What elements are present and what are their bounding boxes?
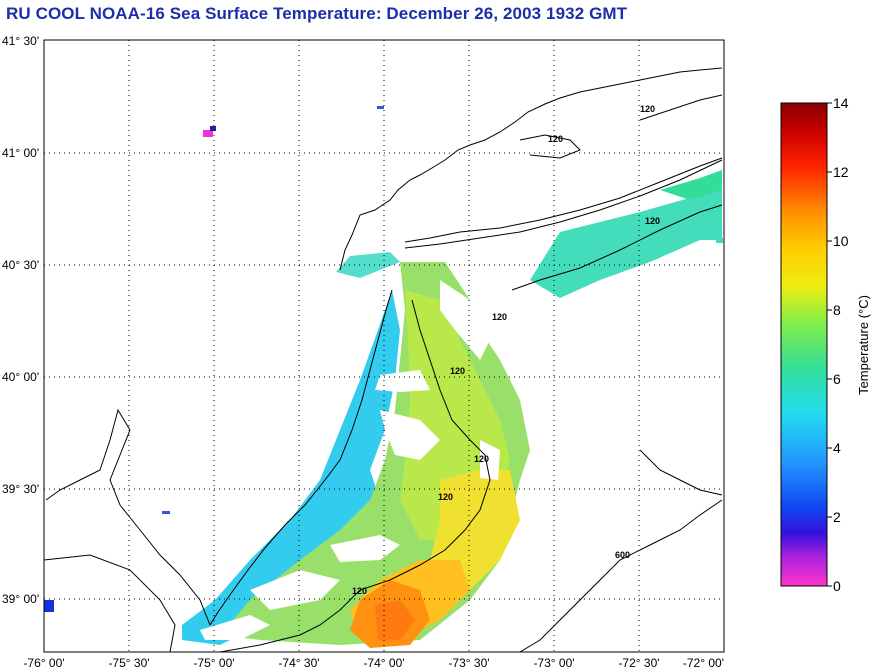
- colorbar: 14 12 10 8 6 4 2 0 Temperature (°C): [780, 95, 871, 594]
- cloud-gap-6: [330, 535, 400, 562]
- coastlines: [44, 67, 723, 652]
- lon-tick-label: -74° 30': [278, 656, 319, 670]
- cloud-gap-7: [480, 440, 500, 480]
- colorbar-tick-label: 6: [833, 371, 841, 387]
- lon-tick-label: -75° 30': [108, 656, 149, 670]
- lat-tick-label: 39° 00': [2, 592, 39, 606]
- contour-label: 120: [352, 586, 367, 596]
- colorbar-tick-label: 10: [833, 233, 849, 249]
- isobath-120-ne: [639, 94, 723, 121]
- contour-label: 600: [615, 550, 630, 560]
- lon-tick-label: -75° 00': [193, 656, 234, 670]
- coastline-nj: [209, 289, 393, 626]
- cloud-gap-1: [440, 280, 490, 360]
- isobath-120: [219, 299, 491, 652]
- coastline-ct: [339, 67, 723, 271]
- colorbar-axis-label: Temperature (°C): [856, 295, 871, 395]
- lat-tick-label: 41° 00': [2, 146, 39, 160]
- isobath-120-li: [511, 204, 723, 291]
- cloud-gap-3: [380, 410, 440, 460]
- contour-label: 120: [640, 104, 655, 114]
- map-frame: [43, 39, 725, 653]
- colorbar-tick-label: 4: [833, 440, 841, 456]
- lat-tick-label: 41° 30': [2, 34, 39, 48]
- sst-pixel-magenta: [203, 130, 213, 137]
- isobath-600: [519, 499, 723, 652]
- graticule: [44, 40, 724, 652]
- sst-pixel-blue4: [44, 600, 54, 612]
- sst-patch-li-shelf: [530, 175, 722, 298]
- sst-pixel-blue1: [210, 126, 216, 131]
- sst-pixel-blue3: [162, 511, 170, 514]
- colorbar-scale: [780, 102, 828, 587]
- coastline-delaware: [45, 408, 211, 626]
- lon-tick-label: -72° 30': [618, 656, 659, 670]
- contour-label: 120: [645, 216, 660, 226]
- sst-patch-core: [375, 600, 415, 640]
- coastline-long-island: [404, 157, 723, 249]
- sst-patch-bight: [336, 252, 400, 278]
- coastline-delmarva: [44, 554, 176, 652]
- lon-tick-label: -73° 00': [533, 656, 574, 670]
- colorbar-tick-label: 0: [833, 578, 841, 594]
- lat-tick-label: 39° 30': [2, 482, 39, 496]
- isobath-600-b: [639, 449, 723, 496]
- map-title: RU COOL NOAA-16 Sea Surface Temperature:…: [6, 4, 628, 23]
- lat-tick-label: 40° 30': [2, 258, 39, 272]
- sst-imagery: [44, 106, 723, 648]
- colorbar-tick-label: 2: [833, 509, 841, 525]
- cloud-gap-2: [375, 370, 430, 392]
- isobath-120-ct: [519, 134, 581, 159]
- colorbar-tick-label: 8: [833, 302, 841, 318]
- lon-tick-label: -74° 00': [363, 656, 404, 670]
- cloud-gap-4: [250, 570, 340, 610]
- lon-tick-label: -73° 30': [448, 656, 489, 670]
- cloud-gap-5: [200, 615, 270, 640]
- contour-labels: 120 120 120 120 120 120 120 120 600: [352, 104, 660, 596]
- lon-tick-label: -76° 00': [23, 656, 64, 670]
- contour-label: 120: [474, 454, 489, 464]
- sst-pixel-cyan: [716, 238, 723, 243]
- colorbar-tick-label: 12: [833, 164, 849, 180]
- contour-label: 120: [438, 492, 453, 502]
- sst-pixel-blue2: [377, 106, 384, 109]
- contour-label: 120: [450, 366, 465, 376]
- longitude-labels: -76° 00' -75° 30' -75° 00' -74° 30' -74°…: [23, 656, 724, 670]
- sst-patch-li-east: [660, 170, 722, 200]
- contour-label: 120: [548, 134, 563, 144]
- lon-tick-label: -72° 00': [683, 656, 724, 670]
- colorbar-tick-label: 14: [833, 95, 849, 111]
- lat-tick-label: 40° 00': [2, 370, 39, 384]
- contour-label: 120: [492, 312, 507, 322]
- latitude-labels: 41° 30' 41° 00' 40° 30' 40° 00' 39° 30' …: [2, 34, 39, 606]
